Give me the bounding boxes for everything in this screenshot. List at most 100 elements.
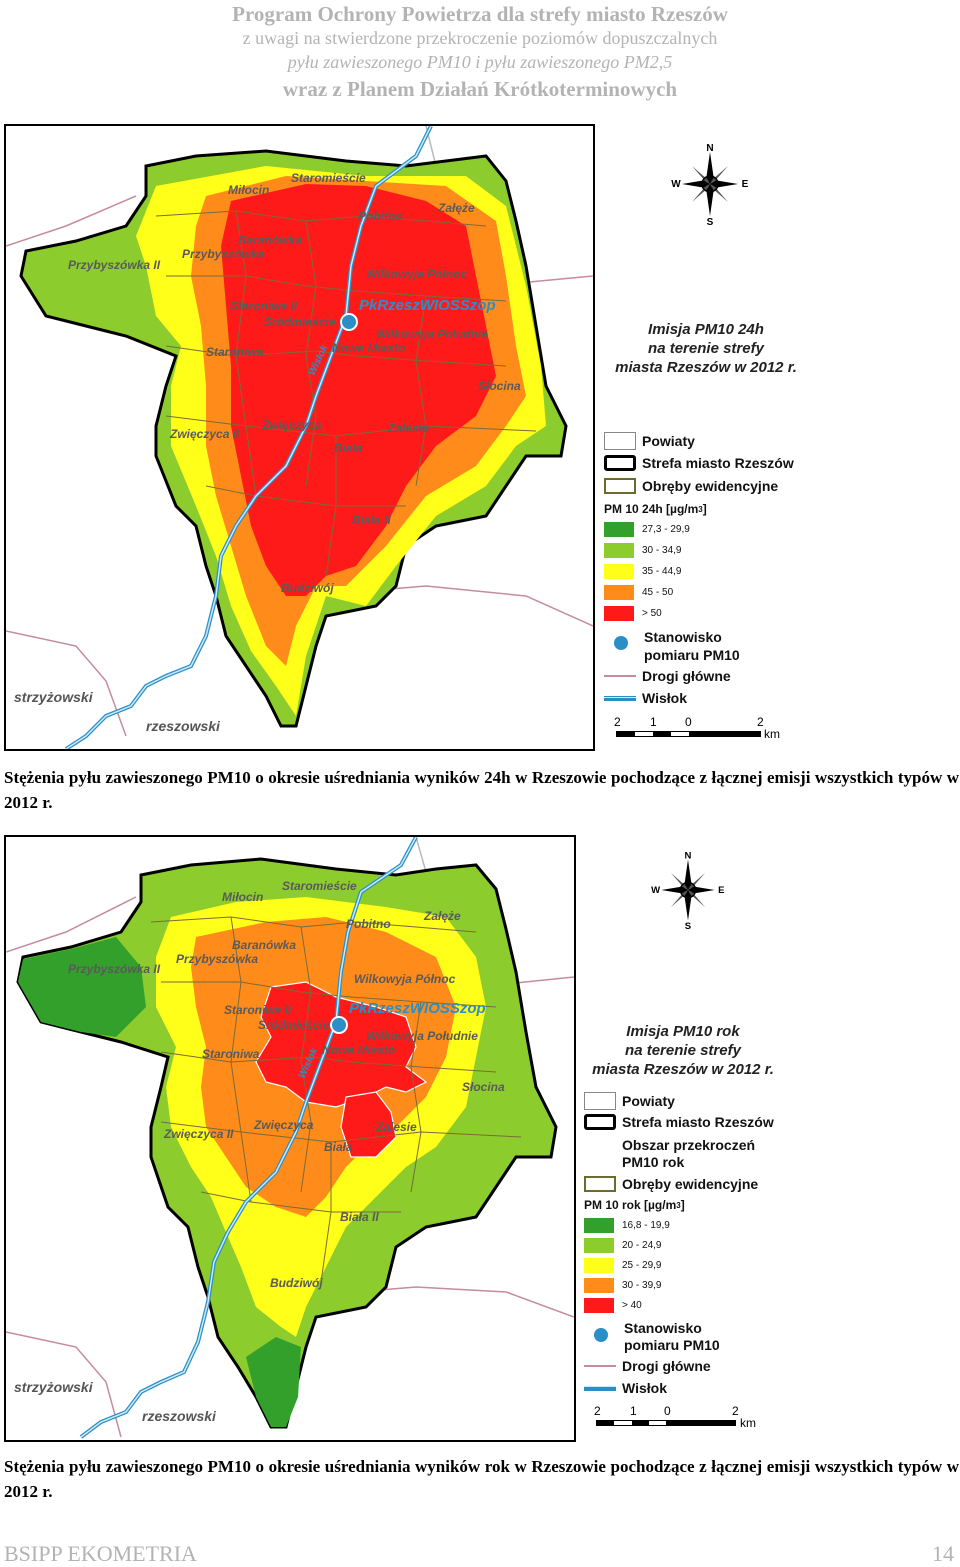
legend-label: Obręby ewidencyjne: [642, 478, 779, 494]
place-label: Staromieście: [291, 171, 366, 185]
powiaty-swatch: [604, 432, 636, 450]
map1-legend: Powiaty Strefa miasto Rzeszów Obręby ewi…: [604, 430, 834, 710]
class-swatch: [604, 564, 634, 579]
station-label: PkRzeszWIOSSzop: [359, 297, 496, 314]
place-label: Biała: [324, 1140, 353, 1154]
place-label: Przybyszówka II: [68, 258, 161, 272]
place-label: Przybyszówka: [176, 952, 258, 966]
road-line-icon: [584, 1365, 616, 1367]
legend-label: Drogi główne: [642, 668, 731, 684]
legend-class: 16,8 - 19,9: [584, 1218, 670, 1233]
class-swatch: [604, 522, 634, 537]
page-number: 14: [932, 1541, 954, 1566]
compass-w: W: [651, 885, 660, 896]
station-marker[interactable]: [340, 313, 358, 331]
place-label: Wilkowyja Południe: [366, 1029, 478, 1043]
station-marker[interactable]: [330, 1016, 348, 1034]
legend-label: Strefa miasto Rzeszów: [642, 455, 794, 471]
compass-w: W: [671, 179, 681, 190]
county-boundary: [6, 630, 127, 737]
compass-n: N: [685, 851, 692, 862]
place-label: Przybyszówka: [182, 247, 264, 261]
class-swatch: [584, 1278, 614, 1293]
map1-title-line: na terenie strefy: [648, 340, 764, 357]
place-label: Miłocin: [228, 183, 269, 197]
zone-red: [221, 184, 496, 596]
class-swatch: [584, 1298, 614, 1313]
legend-item-obszar: Obszar przekroczeń PM10 rok: [622, 1137, 756, 1170]
legend-item-roads: Drogi główne: [584, 1358, 711, 1374]
map1-title-line: miasta Rzeszów w 2012 r.: [615, 359, 797, 376]
zone-red-exceedance: [340, 1091, 397, 1158]
figure-caption: Stężenia pyłu zawieszonego PM10 o okresi…: [4, 768, 959, 812]
map2-title-line: Imisja PM10 rok: [626, 1023, 740, 1040]
map2-title-line: miasta Rzeszów w 2012 r.: [592, 1061, 774, 1078]
legend-class: > 50: [604, 606, 662, 621]
place-label: Zwięczyca: [253, 1118, 314, 1132]
cadastral-boundaries: [155, 210, 537, 577]
powiaty-swatch: [584, 1092, 616, 1110]
river-line-icon: [604, 695, 636, 701]
compass-s: S: [685, 921, 691, 930]
map-pm10-annual: PkRzeszWIOSSzop Wisłok Miłocin Staromieś…: [4, 835, 576, 1442]
legend-item-river: Wisłok: [604, 690, 687, 706]
map2-legend-title: Imisja PM10 rok na terenie strefy miasta…: [578, 1022, 788, 1079]
place-label: Słocina: [478, 379, 521, 393]
compass-e: E: [742, 179, 749, 190]
strefa-swatch: [604, 455, 636, 471]
class-swatch: [584, 1218, 614, 1233]
place-label: Staroniwa: [206, 345, 264, 359]
road-line-icon: [604, 675, 636, 677]
map-pm10-24h: PkRzeszWIOSSzop Wisłok Miłocin Staromieś…: [4, 124, 595, 751]
class-swatch: [584, 1258, 614, 1273]
legend-item-powiaty: Powiaty: [584, 1092, 675, 1110]
place-label: Pobitno: [346, 917, 391, 931]
legend-scale-title: PM 10 24h [µg/m 3]: [604, 502, 707, 516]
class-swatch: [584, 1238, 614, 1253]
map-pm10-24h-canvas: PkRzeszWIOSSzop Wisłok Miłocin Staromieś…: [6, 126, 593, 749]
legend-item-station: Stanowisko pomiaru PM10: [584, 1320, 720, 1354]
place-label: Miłocin: [222, 890, 263, 904]
place-label: Biała II: [352, 513, 391, 527]
station-icon: [594, 1328, 608, 1342]
legend-label: Powiaty: [622, 1093, 675, 1109]
legend-scale-title: PM 10 rok [µg/m 3]: [584, 1198, 685, 1212]
legend-item-strefa: Strefa miasto Rzeszów: [584, 1114, 774, 1130]
station-label: PkRzeszWIOSSzop: [349, 1000, 486, 1017]
map1-scale-bar: 2 1 0 2 km: [614, 715, 780, 741]
header-subtitle-3: wraz z Planem Działań Krótkoterminowych: [282, 77, 678, 101]
legend-class: 25 - 29,9: [584, 1258, 661, 1273]
legend-class: 20 - 24,9: [584, 1238, 661, 1253]
compass-e: E: [718, 885, 724, 896]
map2-legend: Powiaty Strefa miasto Rzeszów Obszar prz…: [584, 1092, 814, 1402]
place-label: Staromieście: [282, 879, 357, 893]
place-label: Staroniwa II: [224, 1003, 292, 1017]
obreby-swatch: [604, 478, 636, 494]
compass-rose: N S W E: [648, 850, 728, 932]
obreby-swatch: [584, 1176, 616, 1192]
place-label: Wilkowyja Północ: [354, 972, 456, 986]
place-label: Pobitno: [358, 209, 403, 223]
cadastral-boundaries: [150, 916, 522, 1283]
place-label: Zalesie: [387, 421, 429, 435]
legend-class: > 40: [584, 1298, 642, 1313]
legend-class: 35 - 44,9: [604, 564, 681, 579]
place-label: Wilkowyja Północ: [366, 267, 468, 281]
legend-label: Wisłok: [622, 1380, 667, 1396]
place-label: Słocina: [462, 1080, 505, 1094]
figure-caption: Stężenia pyłu zawieszonego PM10 o okresi…: [4, 1457, 959, 1501]
place-label: Przybyszówka II: [68, 962, 161, 976]
legend-label: Strefa miasto Rzeszów: [622, 1114, 774, 1130]
place-label: Baranówka: [232, 938, 296, 952]
legend-item-powiaty: Powiaty: [604, 432, 695, 450]
footer-publisher: BSIPP EKOMETRIA: [4, 1541, 197, 1566]
header-title: Program Ochrony Powietrza dla strefy mia…: [232, 2, 728, 26]
legend-label: Drogi główne: [622, 1358, 711, 1374]
place-label: Załęże: [423, 909, 461, 923]
place-label: Zalesie: [375, 1120, 417, 1134]
place-label: Nowe Miasto: [322, 1043, 395, 1057]
place-label: Biała: [334, 441, 363, 455]
compass-rose: N S W E: [668, 142, 752, 228]
compass-s: S: [707, 217, 714, 226]
legend-class: 45 - 50: [604, 585, 673, 600]
